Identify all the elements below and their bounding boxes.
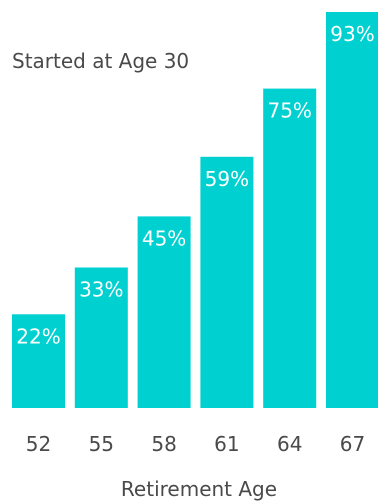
chart-title: Started at Age 30 bbox=[12, 49, 189, 73]
x-tick-label-67: 67 bbox=[340, 432, 365, 456]
x-tick-label-64: 64 bbox=[277, 432, 302, 456]
x-tick-label-52: 52 bbox=[26, 432, 51, 456]
bar-value-label-67: 93% bbox=[330, 22, 374, 46]
bar-value-label-58: 45% bbox=[142, 226, 186, 250]
bar-52 bbox=[12, 314, 65, 408]
bars-group: 22% 33% 45% 59% 75% 93% bbox=[12, 12, 378, 408]
bar-value-label-61: 59% bbox=[205, 167, 249, 191]
bar-58 bbox=[137, 216, 191, 408]
bar-value-label-55: 33% bbox=[79, 278, 123, 302]
x-tick-label-61: 61 bbox=[214, 432, 239, 456]
bar-55 bbox=[74, 267, 128, 408]
bar-value-label-64: 75% bbox=[267, 99, 311, 123]
x-tick-label-58: 58 bbox=[151, 432, 176, 456]
bar-value-label-52: 22% bbox=[16, 324, 60, 348]
bar-64 bbox=[263, 88, 317, 408]
x-axis-label: Retirement Age bbox=[121, 477, 277, 501]
x-tick-label-55: 55 bbox=[89, 432, 114, 456]
bar-67 bbox=[326, 12, 378, 408]
bar-61 bbox=[200, 156, 254, 408]
x-tick-labels: 52 55 58 61 64 67 bbox=[26, 432, 365, 456]
